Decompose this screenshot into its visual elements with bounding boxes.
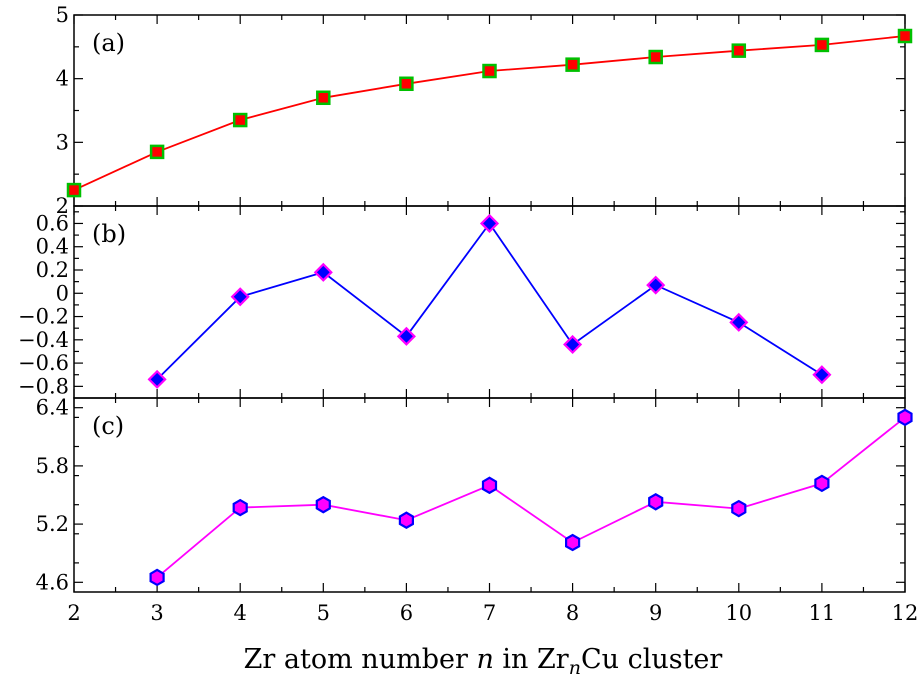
panel-label: (a) <box>92 29 125 57</box>
x-axis-title-middle: in Zr <box>494 644 569 675</box>
data-point <box>814 37 830 53</box>
data-point <box>897 408 913 427</box>
x-tick-label: 6 <box>400 601 413 625</box>
y-tick-label: 4.6 <box>36 570 69 594</box>
y-tick-label: −0.2 <box>18 305 69 329</box>
x-axis-title-suffix: Cu cluster <box>581 644 722 675</box>
x-tick-label: 9 <box>649 601 662 625</box>
data-point <box>396 326 416 346</box>
data-point <box>479 213 500 234</box>
y-tick-label: 3 <box>56 130 69 154</box>
x-tick-label: 4 <box>234 601 247 625</box>
x-axis-title: Zr atom number n in ZrnCu cluster <box>244 644 723 679</box>
y-tick-label: 5.2 <box>36 512 69 536</box>
data-point <box>812 365 832 385</box>
series-line <box>73 35 906 191</box>
x-tick-label: 8 <box>566 601 579 625</box>
x-axis-title-prefix: Zr atom number <box>244 644 477 675</box>
panel-a: 2 3 4 5 (a) <box>56 3 913 218</box>
x-tick-label: 7 <box>483 601 496 625</box>
data-point <box>313 262 333 282</box>
x-tick-label: 3 <box>150 601 163 625</box>
y-tick-label: 0.4 <box>36 235 69 259</box>
data-point <box>232 498 248 517</box>
y-tick-label: 0.6 <box>36 211 69 235</box>
data-point <box>731 499 747 518</box>
data-point <box>897 28 913 44</box>
y-tick-label: 0.2 <box>36 258 69 282</box>
data-point <box>481 476 498 495</box>
y-tick-label: 5 <box>56 3 69 27</box>
panel-frame <box>73 14 906 207</box>
data-point <box>648 49 663 65</box>
data-point <box>66 182 82 198</box>
x-tick-label: 12 <box>892 601 919 625</box>
data-point <box>814 474 830 493</box>
data-point <box>648 493 664 511</box>
data-point <box>399 76 414 92</box>
x-tick-label: 2 <box>67 601 80 625</box>
data-point <box>315 495 331 514</box>
data-point <box>149 568 165 587</box>
y-tick-label: −0.6 <box>18 351 69 375</box>
x-tick-label: 11 <box>809 601 836 625</box>
series-line <box>156 221 823 381</box>
data-point <box>230 287 250 307</box>
y-tick-label: 4 <box>56 67 69 91</box>
x-tick-labels: 2 3 4 5 6 7 8 9 10 11 12 <box>67 601 918 625</box>
y-tick-label: 5.8 <box>36 454 69 478</box>
data-point <box>147 369 167 389</box>
data-point <box>316 90 331 106</box>
data-point <box>729 312 749 332</box>
panels: 2 3 4 5 (a) −0.8−0.6−0.4−0.200.20.40.6 (b) 4.6 5… <box>18 3 913 594</box>
panel-frame <box>73 205 906 399</box>
x-tick-label: 10 <box>725 601 752 625</box>
y-tick-label: 2 <box>56 194 69 218</box>
x-axis-title-subscript: n <box>569 657 581 679</box>
panel-b: −0.8−0.6−0.4−0.200.20.40.6 (b) <box>18 205 906 399</box>
y-tick-label: −0.4 <box>18 328 69 352</box>
x-tick-label: 5 <box>317 601 330 625</box>
data-point <box>565 57 580 72</box>
data-point <box>731 43 747 58</box>
panel-label: (b) <box>92 220 126 248</box>
data-point <box>564 533 581 552</box>
data-point <box>398 511 414 529</box>
data-point <box>232 112 248 128</box>
panel-frame <box>73 397 906 593</box>
data-point <box>646 275 666 295</box>
x-axis-title-var: n <box>476 644 493 675</box>
panel-c: 4.6 5.2 5.8 6.4 (c) <box>36 396 913 594</box>
y-tick-label: 6.4 <box>36 396 69 420</box>
data-point <box>149 144 165 160</box>
y-tick-label: −0.8 <box>18 374 69 398</box>
series-line <box>156 416 906 579</box>
panel-label: (c) <box>92 412 124 440</box>
data-point <box>482 63 497 79</box>
data-point <box>563 334 583 355</box>
y-tick-label: 0 <box>56 281 69 305</box>
